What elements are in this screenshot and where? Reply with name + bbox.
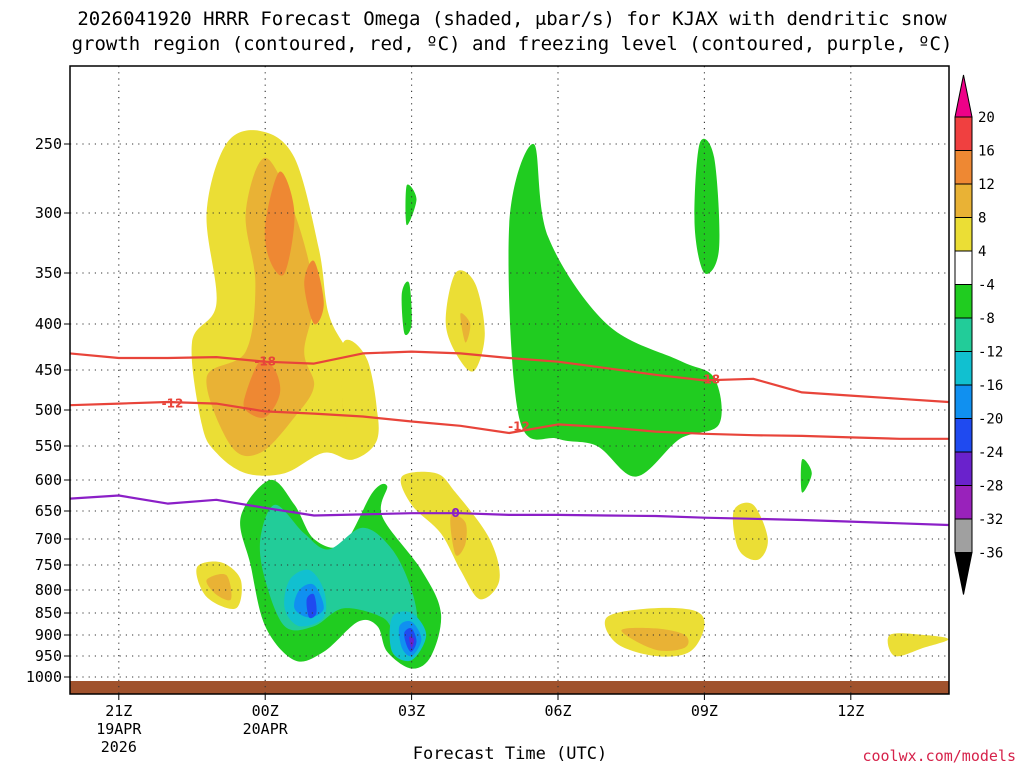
colorbar-label-10: -24 bbox=[978, 445, 1003, 461]
colorbar-band-4 bbox=[954, 217, 973, 252]
contour-label-2: -12 bbox=[162, 397, 184, 411]
omega-shading-layer bbox=[70, 0, 949, 694]
chart-title-line-2: growth region (contoured, red, ºC) and f… bbox=[71, 33, 953, 55]
xtick-label-00Z: 00Z bbox=[252, 702, 279, 720]
colorbar-top-arrow bbox=[954, 74, 973, 118]
ytick-label-600: 600 bbox=[35, 471, 62, 489]
omega-region-16 bbox=[732, 502, 768, 561]
omega-region-3 bbox=[264, 171, 295, 276]
omega-region-9 bbox=[352, 0, 389, 27]
contour-label-1: -18 bbox=[698, 373, 720, 387]
ytick-label-750: 750 bbox=[35, 556, 62, 574]
contour-label-4: 0 bbox=[451, 506, 459, 520]
omega-region-13 bbox=[450, 514, 467, 556]
omega-region-2 bbox=[243, 359, 281, 418]
ytick-label-500: 500 bbox=[35, 401, 62, 419]
plot-frame bbox=[69, 65, 950, 695]
colorbar-label-12: -32 bbox=[978, 512, 1003, 528]
omega-region-28 bbox=[306, 593, 317, 619]
colorbar-band-2 bbox=[954, 150, 973, 185]
contour-label-3: -12 bbox=[508, 420, 530, 434]
ytick-label-700: 700 bbox=[35, 530, 62, 548]
grid-lines bbox=[70, 66, 949, 694]
omega-region-4 bbox=[304, 260, 324, 325]
omega-region-18 bbox=[508, 143, 722, 477]
ytick-label-400: 400 bbox=[35, 315, 62, 333]
ytick-label-900: 900 bbox=[35, 626, 62, 644]
omega-region-15 bbox=[621, 627, 689, 651]
omega-region-20 bbox=[405, 184, 417, 226]
ground-bar bbox=[70, 681, 949, 694]
xtick-date-00Z: 20APR bbox=[243, 720, 289, 738]
xtick-label-09Z: 09Z bbox=[691, 702, 718, 720]
omega-region-19 bbox=[397, 0, 422, 5]
omega-region-12 bbox=[400, 471, 500, 600]
ytick-label-850: 850 bbox=[35, 604, 62, 622]
colorbar: 20 16 12 8 4 -4 -8 -12 -16 -20 -24 -28 -32 -36 bbox=[954, 74, 1003, 595]
colorbar-label-8: -16 bbox=[978, 378, 1003, 394]
ytick-label-950: 950 bbox=[35, 647, 62, 665]
colorbar-band-7 bbox=[954, 317, 973, 352]
xtick-label-21Z: 21Z bbox=[105, 702, 132, 720]
ytick-label-450: 450 bbox=[35, 361, 62, 379]
xtick-label-03Z: 03Z bbox=[398, 702, 425, 720]
chart-title-line-1: 2026041920 HRRR Forecast Omega (shaded, … bbox=[77, 8, 947, 30]
colorbar-label-2: 12 bbox=[978, 177, 995, 193]
colorbar-label-13: -36 bbox=[978, 546, 1003, 562]
colorbar-label-9: -20 bbox=[978, 412, 1003, 428]
omega-region-21 bbox=[401, 281, 412, 336]
y-axis-ticks: 250 300 350 400 450 500 550 600 650 700 750 800 850 9… bbox=[26, 135, 70, 686]
omega-region-23 bbox=[800, 459, 812, 493]
ytick-label-350: 350 bbox=[35, 264, 62, 282]
contour-label-0: -18 bbox=[254, 355, 276, 369]
colorbar-label-4: 4 bbox=[978, 244, 986, 260]
contour-freezing bbox=[70, 494, 949, 527]
colorbar-label-5: -4 bbox=[978, 278, 995, 294]
colorbar-band-3 bbox=[954, 183, 973, 218]
colorbar-label-3: 8 bbox=[978, 211, 986, 227]
colorbar-band-10 bbox=[954, 418, 973, 453]
omega-region-8 bbox=[460, 313, 471, 343]
xtick-label-12Z: 12Z bbox=[837, 702, 864, 720]
xtick-date-21Z: 19APR bbox=[96, 720, 142, 738]
colorbar-band-12 bbox=[954, 485, 973, 520]
ytick-label-800: 800 bbox=[35, 581, 62, 599]
colorbar-band-8 bbox=[954, 351, 973, 386]
colorbar-label-0: 20 bbox=[978, 110, 995, 126]
colorbar-band-11 bbox=[954, 451, 973, 486]
omega-region-32 bbox=[409, 636, 415, 648]
x-axis-title: Forecast Time (UTC) bbox=[412, 744, 608, 764]
ytick-label-250: 250 bbox=[35, 135, 62, 153]
colorbar-band-1 bbox=[954, 116, 973, 151]
xtick-label-06Z: 06Z bbox=[544, 702, 571, 720]
ytick-label-550: 550 bbox=[35, 437, 62, 455]
colorbar-label-1: 16 bbox=[978, 144, 995, 160]
contour-snow-bottom bbox=[70, 400, 949, 440]
xtick-year-21Z: 2026 bbox=[101, 738, 137, 756]
colorbar-bottom-arrow bbox=[954, 552, 973, 595]
omega-region-11 bbox=[206, 573, 232, 601]
omega-region-6 bbox=[340, 339, 378, 454]
ytick-label-300: 300 bbox=[35, 204, 62, 222]
colorbar-label-7: -12 bbox=[978, 345, 1003, 361]
ytick-label-1000: 1000 bbox=[26, 668, 62, 686]
contour-snow-top bbox=[70, 350, 949, 404]
colorbar-label-11: -28 bbox=[978, 479, 1003, 495]
colorbar-band-9 bbox=[954, 384, 973, 419]
colorbar-band-6 bbox=[954, 284, 973, 319]
colorbar-band-5 bbox=[954, 250, 973, 285]
contour-lines: -18 -18 -12 -12 0 bbox=[70, 350, 949, 527]
omega-region-22 bbox=[694, 138, 720, 274]
credit-link[interactable]: coolwx.com/models bbox=[862, 747, 1016, 765]
colorbar-label-6: -8 bbox=[978, 311, 995, 327]
colorbar-band-13 bbox=[954, 518, 973, 553]
omega-region-17 bbox=[887, 633, 949, 657]
ytick-label-650: 650 bbox=[35, 502, 62, 520]
